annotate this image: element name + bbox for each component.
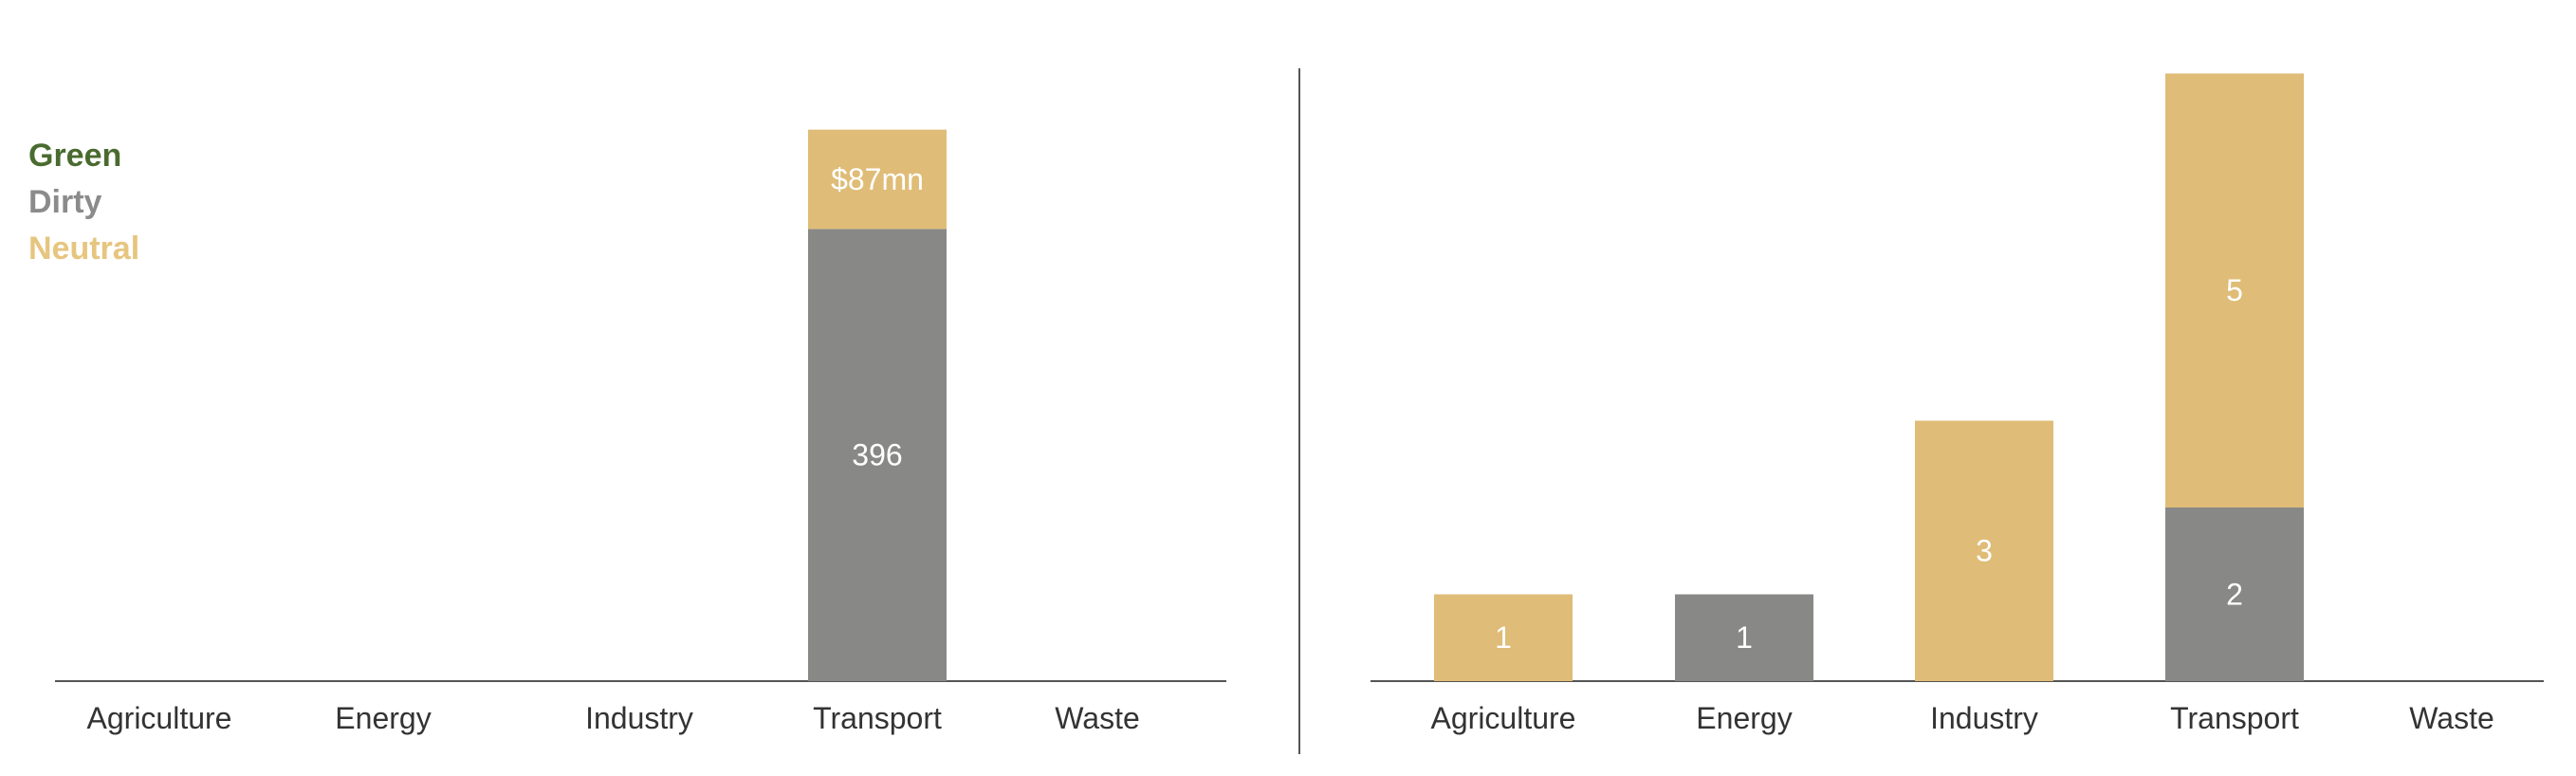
- x-tick-label-waste: Waste: [1055, 701, 1140, 735]
- bar-transport-neutral: [2165, 73, 2304, 508]
- bar-industry-neutral: [1915, 420, 2053, 681]
- bar-transport-dirty: [808, 229, 947, 681]
- chart-right-panel: Agriculture Energy Industry Transport Waste 1…: [1371, 73, 2544, 735]
- x-tick-label-agriculture: Agriculture: [1431, 701, 1576, 735]
- chart-left-panel: Agriculture Energy Industry Transport Waste 3…: [55, 129, 1226, 735]
- data-label-energy-dirty: 1: [1736, 620, 1753, 655]
- legend: Green Dirty Neutral: [28, 133, 139, 272]
- x-tick-label-transport: Transport: [813, 701, 942, 735]
- x-tick-label-agriculture: Agriculture: [87, 701, 232, 735]
- data-label-transport-dirty: 2: [2226, 577, 2243, 611]
- bar-transport-neutral: [808, 129, 947, 230]
- data-label-transport-neutral: $87mn: [831, 162, 924, 196]
- legend-item-neutral: Neutral: [28, 231, 140, 267]
- x-tick-label-industry: Industry: [585, 701, 693, 735]
- x-tick-label-industry: Industry: [1930, 701, 2038, 735]
- x-tick-label-waste: Waste: [2409, 701, 2494, 735]
- legend-item-dirty: Dirty: [28, 184, 102, 220]
- data-label-industry-neutral: 3: [1976, 534, 1993, 568]
- legend-item-green: Green: [28, 138, 122, 174]
- x-tick-label-energy: Energy: [1696, 701, 1792, 735]
- bar-energy-dirty: [1675, 594, 1813, 681]
- bar-transport-dirty: [2165, 507, 2304, 681]
- x-tick-label-transport: Transport: [2170, 701, 2299, 735]
- data-label-agriculture-neutral: 1: [1495, 620, 1512, 655]
- data-label-transport-dirty: 396: [852, 438, 902, 472]
- x-tick-label-energy: Energy: [335, 701, 431, 735]
- data-label-transport-neutral: 5: [2226, 273, 2243, 307]
- bar-agriculture-neutral: [1434, 594, 1573, 681]
